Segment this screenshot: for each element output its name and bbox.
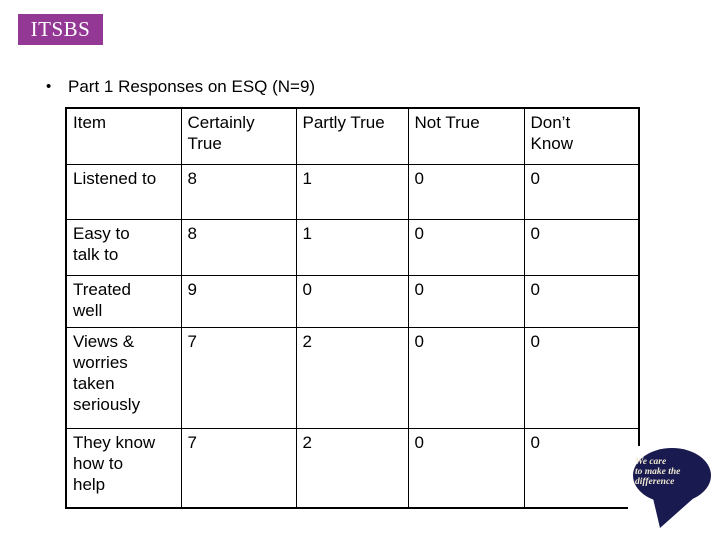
speech-bubble-icon	[633, 448, 711, 528]
value-cell: 0	[407, 218, 525, 276]
value-cell: 2	[295, 427, 409, 509]
speech-bubble-body	[633, 448, 711, 503]
value-cell: 1	[295, 218, 409, 276]
table-row: Treated well 9 0 0 0	[65, 274, 640, 328]
value-cell: 1	[295, 163, 409, 220]
value-cell: 0	[407, 163, 525, 220]
header-cell-dont-know: Don’t Know	[523, 107, 640, 165]
table-row: Easy to talk to 8 1 0 0	[65, 218, 640, 276]
item-cell: Listened to	[65, 163, 182, 220]
header-cell-not-true: Not True	[407, 107, 525, 165]
value-cell: 0	[407, 427, 525, 509]
value-cell: 7	[180, 326, 297, 429]
slide-title: Part 1 Responses on ESQ (N=9)	[68, 77, 316, 96]
item-cell: They know how to help	[65, 427, 182, 509]
value-cell: 2	[295, 326, 409, 429]
item-cell: Views & worries taken seriously	[65, 326, 182, 429]
bullet-marker: •	[46, 78, 52, 95]
value-cell: 8	[180, 218, 297, 276]
header-cell-item: Item	[65, 107, 182, 165]
header-cell-partly-true: Partly True	[295, 107, 409, 165]
value-cell: 0	[523, 274, 640, 328]
speech-bubble-tail	[652, 494, 696, 528]
value-cell: 0	[523, 163, 640, 220]
value-cell: 0	[295, 274, 409, 328]
value-cell: 0	[523, 326, 640, 429]
item-cell: Easy to talk to	[65, 218, 182, 276]
table-row: They know how to help 7 2 0 0	[65, 427, 640, 509]
itsbs-logo-badge: ITSBS	[18, 14, 103, 45]
value-cell: 9	[180, 274, 297, 328]
value-cell: 0	[523, 427, 640, 509]
we-care-logo: We care to make the difference	[628, 446, 720, 538]
value-cell: 8	[180, 163, 297, 220]
logo-text-line: to make the	[635, 467, 681, 477]
value-cell: 7	[180, 427, 297, 509]
table-header-row: Item Certainly True Partly True Not True…	[65, 107, 640, 165]
header-cell-certainly-true: Certainly True	[180, 107, 297, 165]
value-cell: 0	[407, 326, 525, 429]
table-row: Listened to 8 1 0 0	[65, 163, 640, 220]
table-row: Views & worries taken seriously 7 2 0 0	[65, 326, 640, 429]
esq-results-table: Item Certainly True Partly True Not True…	[65, 107, 640, 509]
logo-text-line: We care	[635, 457, 667, 467]
value-cell: 0	[407, 274, 525, 328]
item-cell: Treated well	[65, 274, 182, 328]
logo-text-line: difference	[635, 477, 675, 487]
value-cell: 0	[523, 218, 640, 276]
slide-title-row: • Part 1 Responses on ESQ (N=9)	[46, 76, 315, 97]
itsbs-logo-label: ITSBS	[30, 17, 91, 41]
we-care-logo-text: We care to make the difference	[635, 457, 680, 487]
